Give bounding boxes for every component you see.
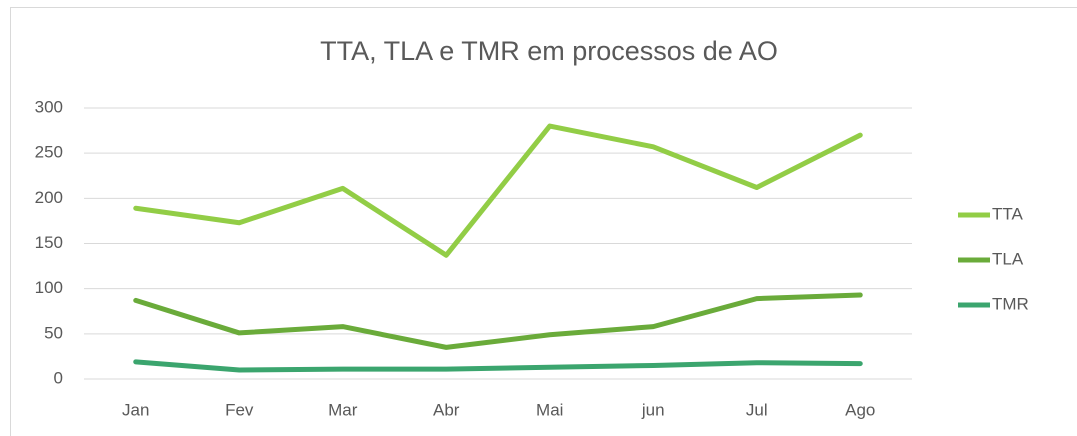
y-tick-label: 100 [35,278,63,297]
y-tick-label: 0 [54,368,63,387]
x-tick-label: Fev [225,400,254,419]
line-series [133,123,863,258]
y-tick-label: 50 [44,323,63,342]
x-tick-label: Jan [122,400,149,419]
x-tick-label: Ago [845,400,875,419]
y-tick-label: 150 [35,233,63,252]
legend-label: TMR [992,294,1029,313]
line-series [133,292,863,350]
chart-frame [10,7,1077,436]
legend-label: TLA [992,249,1024,268]
y-tick-label: 250 [35,143,63,162]
line-series [133,359,863,373]
y-tick-label: 200 [35,188,63,207]
x-tick-label: Mar [328,400,358,419]
y-tick-label: 300 [35,97,63,116]
x-tick-label: Mai [536,400,563,419]
x-tick-label: Jul [746,400,768,419]
chart-title: TTA, TLA e TMR em processos de AO [320,36,778,66]
x-tick-label: jun [641,400,665,419]
legend-label: TTA [992,204,1024,223]
x-tick-label: Abr [433,400,460,419]
